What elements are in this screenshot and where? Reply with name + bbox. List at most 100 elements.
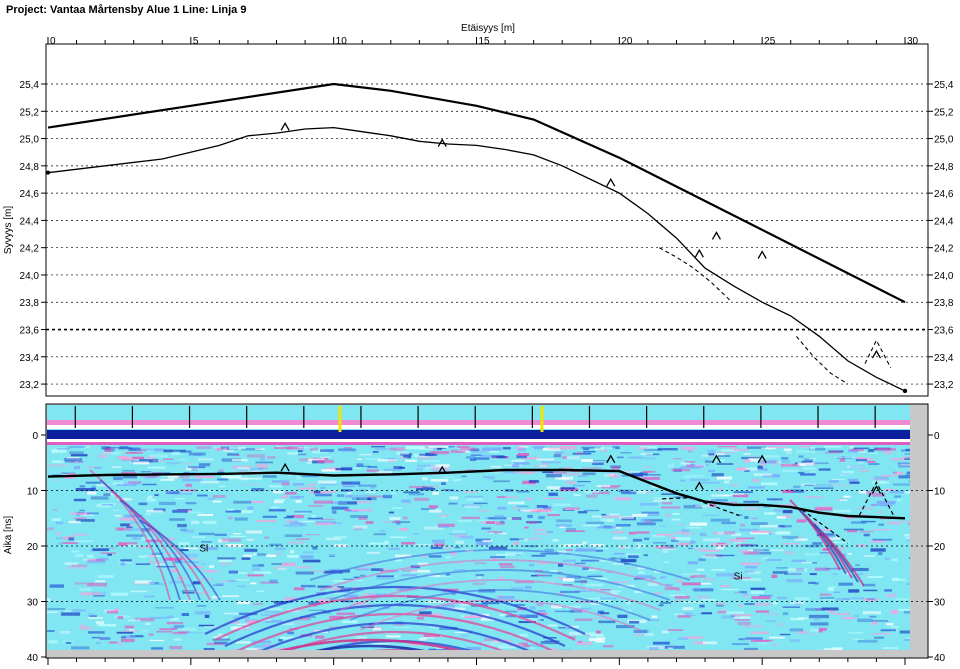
noise-streak	[656, 533, 674, 536]
noise-streak	[254, 448, 265, 450]
noise-streak	[871, 539, 885, 543]
noise-streak	[662, 550, 669, 554]
noise-streak	[496, 456, 507, 459]
noise-streak	[513, 541, 520, 546]
noise-streak	[520, 509, 537, 512]
noise-streak	[300, 584, 316, 588]
noise-streak	[899, 520, 910, 523]
noise-streak	[271, 480, 289, 483]
noise-streak	[832, 509, 851, 513]
noise-streak	[274, 547, 286, 551]
noise-streak	[68, 537, 75, 541]
noise-streak	[146, 456, 156, 460]
noise-streak	[725, 611, 745, 614]
noise-streak	[97, 455, 108, 458]
y-tick-label-left: 23,8	[20, 298, 40, 309]
y-tick-label-left: 24,8	[20, 162, 40, 173]
reflection-streak	[139, 519, 221, 601]
noise-streak	[71, 550, 80, 553]
noise-streak	[542, 462, 547, 465]
noise-streak	[79, 485, 85, 488]
noise-streak	[596, 630, 601, 634]
noise-streak	[652, 641, 670, 645]
noise-streak	[747, 549, 764, 552]
noise-streak	[267, 456, 276, 459]
noise-streak	[236, 623, 249, 625]
noise-streak	[785, 551, 794, 555]
noise-streak	[355, 568, 372, 571]
time-tick-label-right: 30	[934, 598, 946, 609]
noise-streak	[498, 563, 513, 566]
noise-streak	[564, 543, 585, 546]
noise-streak	[702, 555, 719, 559]
y-tick-label-right: 23,8	[934, 298, 954, 309]
noise-streak	[585, 588, 590, 592]
noise-streak	[565, 530, 585, 533]
noise-streak	[620, 452, 632, 454]
noise-streak	[698, 558, 706, 562]
noise-streak	[686, 526, 702, 529]
noise-streak	[552, 539, 559, 542]
noise-streak	[340, 587, 353, 591]
noise-streak	[332, 522, 342, 525]
noise-streak	[338, 590, 351, 593]
noise-streak	[739, 591, 747, 594]
noise-streak	[166, 621, 184, 625]
noise-streak	[745, 637, 763, 640]
noise-streak	[738, 604, 744, 607]
noise-streak	[315, 522, 334, 526]
noise-streak	[793, 485, 801, 489]
noise-streak	[608, 473, 618, 477]
noise-streak	[810, 628, 819, 632]
noise-streak	[679, 479, 686, 482]
noise-streak	[165, 552, 180, 555]
noise-streak	[398, 527, 409, 531]
noise-streak	[356, 463, 364, 467]
noise-streak	[300, 475, 320, 478]
noise-streak	[608, 557, 626, 560]
noise-streak	[475, 538, 491, 542]
noise-streak	[70, 646, 90, 650]
noise-streak	[165, 537, 176, 541]
noise-streak	[428, 648, 436, 651]
noise-streak	[293, 483, 304, 486]
noise-streak	[644, 537, 650, 541]
noise-streak	[259, 457, 266, 461]
noise-streak	[766, 558, 783, 561]
noise-streak	[79, 627, 93, 630]
noise-streak	[451, 593, 456, 595]
noise-streak	[154, 494, 159, 497]
noise-streak	[228, 446, 246, 450]
noise-streak	[64, 457, 83, 462]
noise-streak	[488, 546, 508, 550]
noise-streak	[558, 627, 571, 629]
noise-streak	[754, 602, 771, 606]
noise-streak	[181, 613, 189, 617]
noise-streak	[372, 642, 390, 645]
noise-streak	[256, 463, 269, 468]
noise-streak	[759, 551, 772, 555]
noise-streak	[347, 491, 352, 495]
noise-streak	[458, 599, 466, 602]
noise-streak	[628, 456, 644, 459]
noise-streak	[246, 648, 259, 651]
noise-streak	[768, 636, 785, 639]
noise-streak	[118, 560, 132, 564]
noise-streak	[70, 460, 84, 463]
noise-streak	[230, 535, 246, 538]
noise-streak	[545, 474, 562, 478]
noise-streak	[217, 633, 223, 636]
noise-streak	[390, 570, 399, 573]
noise-streak	[562, 456, 568, 459]
noise-streak	[242, 477, 262, 480]
noise-streak	[660, 525, 666, 527]
noise-streak	[789, 628, 804, 632]
noise-streak	[350, 515, 369, 518]
noise-streak	[743, 593, 748, 598]
noise-streak	[269, 543, 282, 547]
noise-streak	[905, 637, 910, 640]
noise-streak	[455, 631, 470, 634]
noise-streak	[611, 466, 620, 470]
noise-streak	[689, 576, 695, 579]
